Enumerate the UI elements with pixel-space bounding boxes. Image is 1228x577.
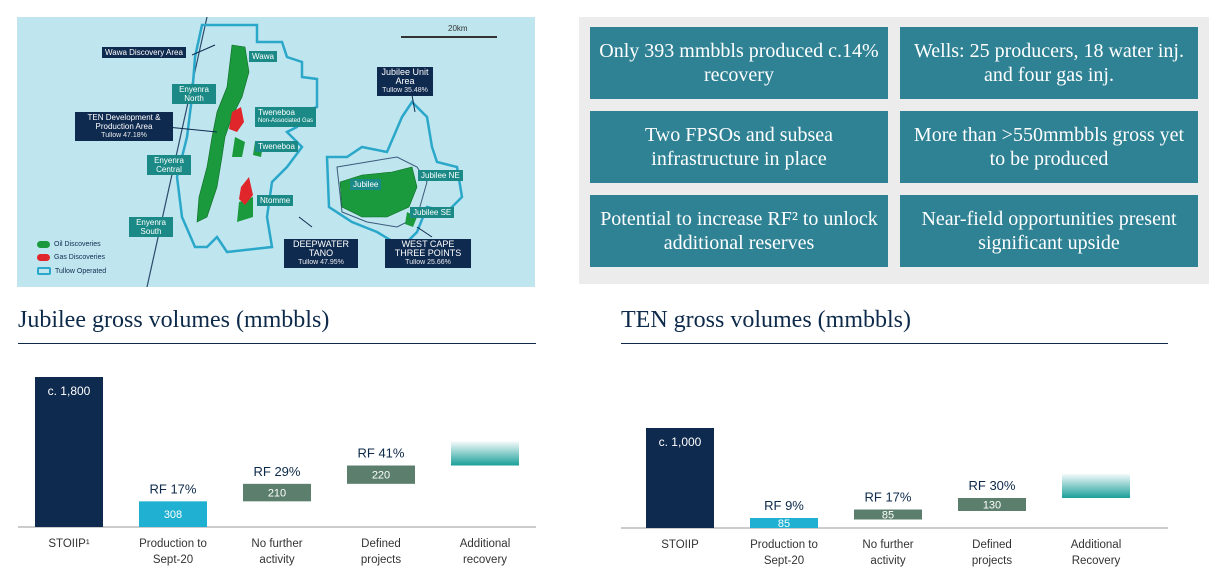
bar [854, 509, 922, 520]
gas-swatch-icon [37, 254, 50, 261]
deepwater-share: Tullow 47.95% [298, 259, 344, 266]
category-label: Additional [460, 538, 511, 550]
bar-value-label: 130 [983, 500, 1001, 512]
fact-remaining: More than >550mmbbls gross yet to be pro… [900, 111, 1198, 183]
jubilee-volumes-chart: c. 1,800 STOIIP¹ 308 RF 17% Production to Sep… [18, 377, 536, 566]
fact-rf-potential: Potential to increase RF² to unlock addi… [590, 195, 888, 267]
map-label-ntomme: Ntomme [257, 195, 294, 206]
map-label-deepwater-tano: DEEPWATER TANO Tullow 47.95% [284, 239, 358, 268]
bar [35, 377, 103, 527]
legend-operated-label: Tullow Operated [55, 267, 107, 275]
west-cape-title: WEST CAPE THREE POINTS [394, 239, 462, 258]
map-label-jubilee-ne: Jubilee NE [418, 170, 463, 181]
category-label: Additional [1071, 539, 1122, 551]
bar-value-label: c. 1,000 [659, 435, 702, 449]
operated-swatch-icon [37, 267, 51, 275]
category-label: activity [259, 554, 294, 566]
map-label-enyenra-north: Enyenra North [172, 84, 216, 104]
map-label-enyenra-south: Enyenra South [129, 217, 173, 237]
category-label: Production to [750, 539, 818, 551]
fact-near-field: Near-field opportunities present signifi… [900, 195, 1198, 267]
rf-label: RF 30% [969, 478, 1016, 493]
map-label-ten-development: TEN Development & Production Area Tullow… [75, 112, 173, 141]
map-label-tweneboa-nag: Tweneboa Non-Associated Gas [255, 107, 317, 127]
map-scale-label: 20km [448, 24, 468, 33]
bar-value-label: 308 [164, 509, 182, 521]
ten-development-share: Tullow 47.18% [101, 132, 147, 139]
rf-label: RF 17% [150, 481, 197, 496]
tweneboa-nag-title: Tweneboa [258, 108, 295, 117]
map-label-jubilee-unit: Jubilee Unit Area Tullow 35.48% [377, 67, 433, 96]
rf-label: RF 29% [254, 464, 301, 479]
jubilee-unit-share: Tullow 35.48% [382, 87, 428, 94]
bar [243, 483, 311, 502]
bar [347, 465, 415, 484]
bar-additional-recovery [1062, 474, 1130, 498]
bar-value-label: 210 [268, 488, 286, 500]
category-label: recovery [463, 554, 507, 566]
category-label: projects [972, 555, 1013, 567]
map-label-west-cape: WEST CAPE THREE POINTS Tullow 25.66% [385, 239, 471, 268]
key-facts-panel: Only 393 mmbbls produced c.14% recovery … [579, 17, 1209, 284]
ten-development-title: TEN Development & Production Area [87, 113, 161, 131]
fact-fpsos: Two FPSOs and subsea infrastructure in p… [590, 111, 888, 183]
ten-volumes-chart: c. 1,000 STOIIP 85 RF 9% Production to Sept-2… [621, 428, 1168, 567]
category-label: STOIIP [661, 539, 699, 551]
asset-map: 20km Wawa Discovery Area Wawa Enyenra No… [17, 17, 535, 287]
category-label: Recovery [1072, 555, 1121, 567]
category-label: Defined [972, 539, 1012, 551]
ten-chart-title: TEN gross volumes (mmbbls) [621, 307, 911, 333]
map-label-jubilee: Jubilee [350, 179, 382, 190]
oil-swatch-icon [37, 241, 50, 248]
category-label: Sept-20 [153, 554, 193, 566]
bar-value-label: 85 [882, 510, 894, 522]
jubilee-title-rule [18, 343, 536, 344]
fact-production: Only 393 mmbbls produced c.14% recovery [590, 27, 888, 99]
legend-gas: Gas Discoveries [37, 254, 105, 261]
map-label-enyenra-central: Enyenra Central [147, 155, 191, 175]
category-label: activity [870, 555, 905, 567]
rf-label: RF 9% [764, 498, 804, 513]
fact-wells: Wells: 25 producers, 18 water inj. and f… [900, 27, 1198, 99]
legend-oil: Oil Discoveries [37, 241, 101, 248]
bar [646, 428, 714, 528]
map-label-wawa-discovery: Wawa Discovery Area [102, 47, 186, 58]
legend-gas-label: Gas Discoveries [54, 254, 105, 261]
category-label: projects [361, 554, 402, 566]
map-label-wawa: Wawa [249, 51, 277, 62]
bar [750, 518, 818, 528]
map-label-jubilee-se: Jubilee SE [410, 207, 455, 218]
rf-label: RF 17% [865, 490, 912, 505]
bar-value-label: 220 [372, 470, 390, 482]
jubilee-unit-title: Jubilee Unit Area [381, 67, 429, 86]
legend-oil-label: Oil Discoveries [54, 241, 101, 248]
category-label: Production to [139, 538, 207, 550]
legend-operated: Tullow Operated [37, 267, 106, 275]
category-label: No further [251, 538, 302, 550]
deepwater-title: DEEPWATER TANO [292, 239, 349, 258]
category-label: Sept-20 [764, 555, 804, 567]
category-label: No further [862, 539, 913, 551]
bar-value-label: 85 [778, 518, 790, 530]
jubilee-chart-title: Jubilee gross volumes (mmbbls) [18, 307, 330, 333]
bar [139, 501, 207, 527]
bar-additional-recovery [451, 441, 519, 466]
ten-title-rule [621, 343, 1168, 344]
map-label-tweneboa: Tweneboa [255, 141, 298, 152]
bar [958, 498, 1026, 511]
bar-value-label: c. 1,800 [48, 384, 91, 398]
tweneboa-nag-sub: Non-Associated Gas [258, 118, 314, 124]
category-label: STOIIP¹ [48, 538, 89, 550]
rf-label: RF 41% [358, 446, 405, 461]
west-cape-share: Tullow 25.66% [405, 259, 451, 266]
category-label: Defined [361, 538, 401, 550]
